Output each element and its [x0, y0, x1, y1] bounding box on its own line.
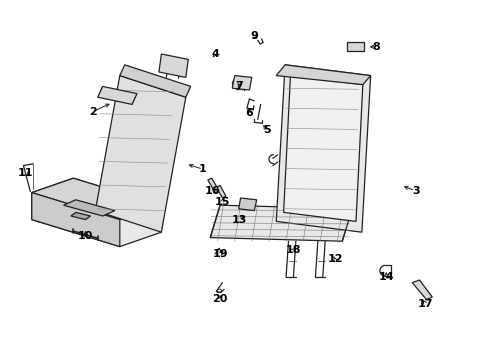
Polygon shape	[411, 280, 431, 300]
Text: 3: 3	[411, 186, 419, 196]
Text: 18: 18	[285, 245, 301, 255]
Polygon shape	[120, 65, 190, 97]
Text: 10: 10	[78, 231, 93, 241]
Text: 6: 6	[245, 108, 253, 118]
Text: 16: 16	[204, 186, 220, 196]
Text: 4: 4	[211, 49, 219, 59]
Polygon shape	[346, 42, 364, 51]
Polygon shape	[32, 178, 161, 247]
Text: 17: 17	[417, 299, 432, 309]
Text: 12: 12	[326, 254, 342, 264]
Polygon shape	[210, 205, 351, 241]
Text: 1: 1	[199, 164, 206, 174]
Polygon shape	[63, 200, 115, 216]
Text: 20: 20	[212, 294, 227, 304]
Text: 19: 19	[212, 249, 227, 259]
Polygon shape	[207, 178, 219, 193]
Text: 5: 5	[262, 125, 270, 135]
Text: 9: 9	[250, 31, 258, 41]
Polygon shape	[159, 54, 188, 77]
Text: 11: 11	[18, 168, 33, 178]
Text: 8: 8	[372, 42, 380, 52]
Text: 14: 14	[378, 272, 393, 282]
Text: 7: 7	[235, 81, 243, 91]
Polygon shape	[276, 65, 370, 85]
Text: 2: 2	[89, 107, 97, 117]
Polygon shape	[276, 65, 370, 232]
Polygon shape	[98, 86, 137, 104]
Polygon shape	[95, 76, 185, 232]
Polygon shape	[238, 198, 256, 211]
Polygon shape	[232, 76, 251, 90]
Text: 13: 13	[231, 215, 247, 225]
Polygon shape	[32, 193, 120, 247]
Polygon shape	[71, 212, 90, 220]
Polygon shape	[283, 76, 362, 221]
Polygon shape	[216, 185, 225, 198]
Text: 15: 15	[214, 197, 230, 207]
Polygon shape	[32, 178, 161, 220]
